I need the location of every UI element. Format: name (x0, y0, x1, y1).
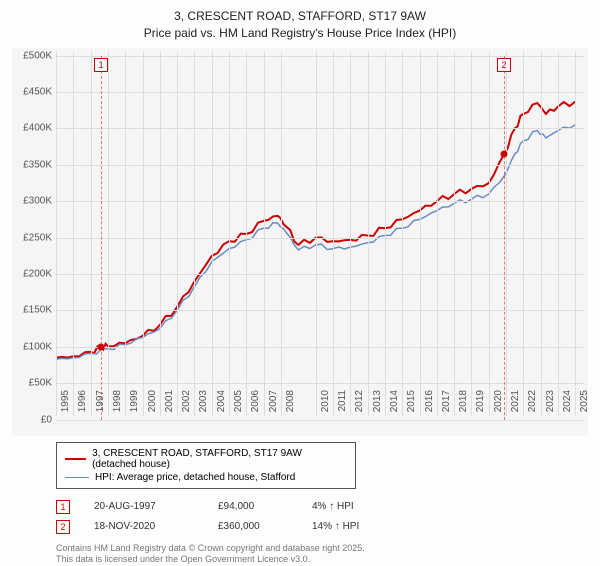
y-axis-label: £250K (12, 232, 52, 243)
x-axis-label: 2006 (250, 390, 261, 418)
x-axis-label: 1999 (129, 390, 140, 418)
y-axis-label: £150K (12, 305, 52, 316)
marker-line-2 (504, 56, 505, 420)
y-axis-label: £50K (12, 378, 52, 389)
marker-box-1: 1 (94, 58, 108, 72)
x-axis-label: 2020 (493, 390, 504, 418)
x-axis-label: 2019 (475, 390, 486, 418)
x-axis-label: 2023 (545, 390, 556, 418)
x-axis-label: 2010 (320, 390, 331, 418)
attribution: Contains HM Land Registry data © Crown c… (56, 543, 588, 566)
chart-title: 3, CRESCENT ROAD, STAFFORD, ST17 9AW Pri… (12, 8, 588, 42)
x-axis-label: 2018 (458, 390, 469, 418)
y-axis-label: £350K (12, 159, 52, 170)
marker-dot-1 (98, 344, 105, 351)
legend-label: HPI: Average price, detached house, Staf… (95, 472, 295, 483)
attribution-line1: Contains HM Land Registry data © Crown c… (56, 543, 365, 553)
x-axis-label: 1998 (112, 390, 123, 418)
x-axis-label: 1997 (95, 390, 106, 418)
x-axis-label: 2008 (285, 390, 296, 418)
x-axis-label: 1995 (60, 390, 71, 418)
x-axis-label: 2014 (389, 390, 400, 418)
title-line2: Price paid vs. HM Land Registry's House … (144, 26, 456, 40)
legend-label: 3, CRESCENT ROAD, STAFFORD, ST17 9AW (de… (92, 448, 347, 470)
x-axis-label: 2003 (198, 390, 209, 418)
legend-swatch (65, 458, 86, 460)
x-axis-label: 2007 (268, 390, 279, 418)
row-date: 18-NOV-2020 (94, 521, 194, 532)
x-axis-label: 2025 (579, 390, 590, 418)
x-axis-label: 2022 (527, 390, 538, 418)
x-axis-label: 2017 (441, 390, 452, 418)
x-axis-label: 2013 (372, 390, 383, 418)
legend: 3, CRESCENT ROAD, STAFFORD, ST17 9AW (de… (56, 442, 356, 489)
row-price: £360,000 (218, 521, 288, 532)
row-marker-box: 1 (56, 500, 70, 514)
x-axis-label: 2005 (233, 390, 244, 418)
x-axis-label: 2002 (181, 390, 192, 418)
row-pct: 4% ↑ HPI (312, 501, 392, 512)
row-pct: 14% ↑ HPI (312, 521, 392, 532)
attribution-line2: This data is licensed under the Open Gov… (56, 554, 310, 564)
transaction-row: 2 18-NOV-2020 £360,000 14% ↑ HPI (56, 517, 588, 537)
x-axis-label: 2011 (337, 390, 348, 418)
marker-line-1 (101, 56, 102, 420)
x-axis-label: 2016 (424, 390, 435, 418)
marker-dot-2 (501, 150, 508, 157)
transaction-table: 1 20-AUG-1997 £94,000 4% ↑ HPI 2 18-NOV-2020 £… (56, 497, 588, 537)
y-axis-label: £200K (12, 268, 52, 279)
legend-swatch (65, 477, 89, 478)
x-axis-label: 2015 (406, 390, 417, 418)
y-axis-label: £400K (12, 123, 52, 134)
x-axis-label: 2012 (354, 390, 365, 418)
x-axis-label: 2000 (147, 390, 158, 418)
x-axis-label: 2004 (216, 390, 227, 418)
row-price: £94,000 (218, 501, 288, 512)
y-axis-label: £300K (12, 196, 52, 207)
legend-row: 3, CRESCENT ROAD, STAFFORD, ST17 9AW (de… (65, 447, 347, 471)
x-axis-label: 2024 (562, 390, 573, 418)
y-axis-label: £0 (12, 414, 52, 425)
row-marker-box: 2 (56, 520, 70, 534)
chart-area: 12 £0£50K£100K£150K£200K£250K£300K£350K£… (12, 48, 588, 436)
x-axis-label: 2021 (510, 390, 521, 418)
y-axis-label: £450K (12, 86, 52, 97)
legend-row: HPI: Average price, detached house, Staf… (65, 471, 347, 484)
transaction-row: 1 20-AUG-1997 £94,000 4% ↑ HPI (56, 497, 588, 517)
marker-box-2: 2 (497, 58, 511, 72)
y-axis-label: £500K (12, 50, 52, 61)
plot-region: 12 (56, 52, 584, 416)
title-line1: 3, CRESCENT ROAD, STAFFORD, ST17 9AW (174, 9, 426, 23)
row-date: 20-AUG-1997 (94, 501, 194, 512)
y-axis-label: £100K (12, 341, 52, 352)
x-axis-label: 2001 (164, 390, 175, 418)
x-axis-label: 1996 (77, 390, 88, 418)
